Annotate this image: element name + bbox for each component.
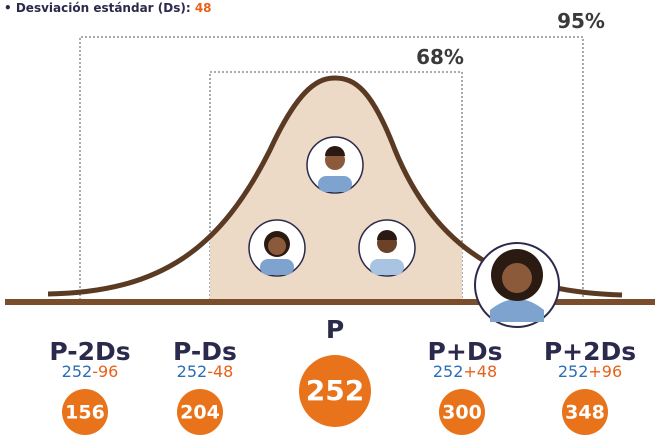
avatar — [359, 220, 415, 276]
avatar — [249, 220, 305, 276]
offset: +48 — [463, 362, 497, 381]
header-value: 48 — [195, 1, 212, 15]
offset: -48 — [207, 362, 233, 381]
point: P+Ds 252+48 300 — [428, 337, 503, 435]
interval-label: 68% — [416, 45, 464, 69]
base: 252 — [433, 362, 464, 381]
point-formula: 252+96 — [558, 362, 622, 381]
avatar — [475, 243, 559, 327]
result: 156 — [65, 402, 105, 424]
result: 348 — [565, 402, 605, 424]
point: P-Ds 252-48 204 — [173, 337, 237, 435]
avatar — [307, 137, 363, 193]
offset: +96 — [588, 362, 622, 381]
interval-label: 95% — [557, 9, 605, 33]
point: P+2Ds 252+96 348 — [544, 337, 636, 435]
result: 252 — [306, 374, 364, 407]
offset: -96 — [92, 362, 118, 381]
header-label: • Desviación estándar (Ds): — [4, 1, 191, 15]
base: 252 — [177, 362, 208, 381]
base: 252 — [558, 362, 589, 381]
result: 204 — [180, 402, 220, 424]
base: 252 — [62, 362, 93, 381]
point-formula: 252-96 — [62, 362, 119, 381]
result: 300 — [442, 402, 482, 424]
point: P-2Ds 252-96 156 — [49, 337, 130, 435]
point-formula: 252-48 — [177, 362, 234, 381]
point-formula: 252+48 — [433, 362, 497, 381]
header: • Desviación estándar (Ds): 48 — [4, 1, 212, 15]
point: P 252 — [299, 315, 371, 427]
point-name: P — [326, 315, 344, 344]
diagram: • Desviación estándar (Ds): 48 95% 68% P… — [0, 0, 655, 438]
